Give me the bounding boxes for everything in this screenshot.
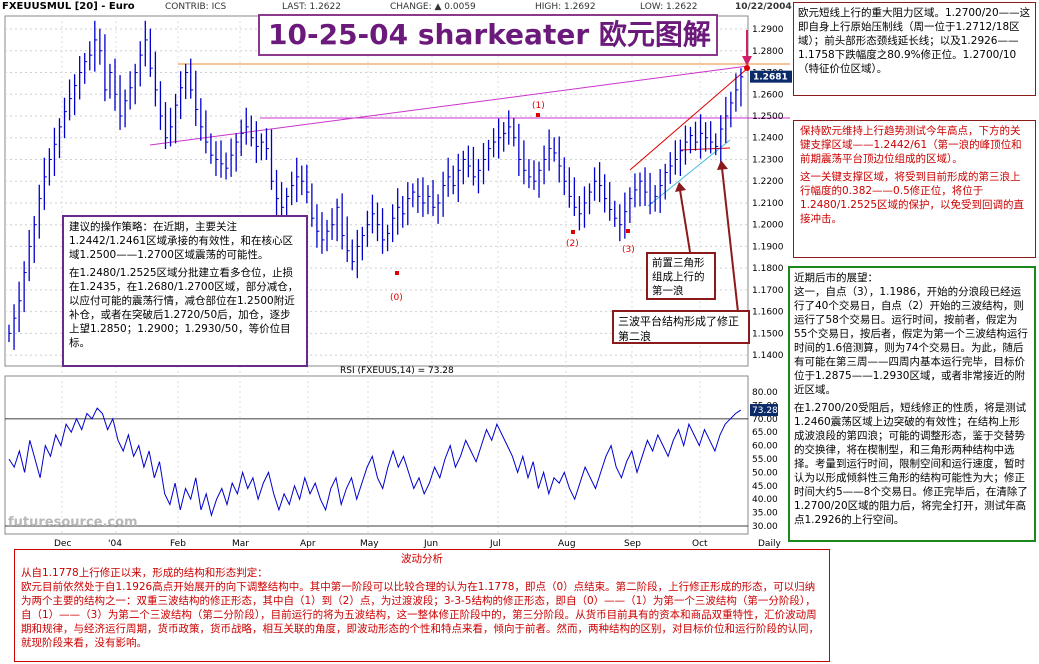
month-label: Aug (558, 539, 576, 549)
note-support-text: 保持欧元维持上行趋势测试今年高点，下方的关键支撑区域——1.2442/61（第一… (800, 125, 1022, 165)
note-triangle: 前置三角形组成上行的第一浪 (646, 252, 716, 300)
price-tick-label: 1.2300 (752, 155, 784, 165)
watermark: futuresource.com (8, 515, 138, 530)
long-resistance-line (149, 65, 749, 146)
rsi-tick-label: 65.00 (752, 428, 778, 438)
low-label: LOW: 1.2622 (640, 2, 698, 12)
month-label: Dec (54, 539, 71, 549)
price-tick-label: 1.1900 (752, 242, 784, 252)
note-support-text-2: 这一关键支撑区域，将受到目前形成的第三浪上行幅度的0.382——0.5修正位，将… (800, 171, 1025, 225)
price-tick-label: 1.2600 (752, 90, 784, 100)
month-label: Mar (232, 539, 249, 549)
wave-point-marker (571, 230, 575, 234)
upper-channel-line (629, 67, 749, 171)
note-platform: 三波平台结构形成了修正第二浪 (612, 310, 750, 344)
note-outlook-title: 近期后市的展望： (794, 272, 878, 284)
resistance-point (744, 65, 750, 71)
note-wave-text-2: 欧元目前依然处于自1.1926高点开始展开的向下调整结构中。其中第一阶段可以比较… (21, 581, 819, 649)
month-label: '04 (108, 539, 122, 549)
resistance-arrowhead (742, 56, 752, 66)
last-label: LAST: 1.2622 (282, 2, 341, 12)
month-label: Jul (489, 539, 501, 549)
last-value-badge (750, 70, 792, 83)
rsi-last-value: 73.28 (752, 406, 778, 416)
note-outlook-text-2: 在1.2700/20受阻后，短线修正的性质，将是测试1.2460震荡区域上边突破… (794, 402, 1028, 526)
price-tick-label: 1.2500 (752, 112, 784, 122)
month-label: May (360, 539, 379, 549)
title-banner: 10-25-04 sharkeater 欧元图解 (258, 14, 718, 56)
contrib-label: CONTRIB: ICS (165, 2, 227, 12)
price-tick-label: 1.1600 (752, 308, 784, 318)
triangle-arrow (679, 189, 691, 253)
month-label: Oct (692, 539, 708, 549)
note-wave-title: 波动分析 (401, 553, 443, 565)
chart-axes: 1.29001.28001.27001.26001.25001.24001.23… (54, 25, 792, 549)
symbol-label: FXEUUSMUL [20] - Euro (2, 1, 135, 12)
price-tick-label: 1.2400 (752, 134, 784, 144)
rsi-tick-label: 30.00 (752, 522, 778, 532)
rsi-tick-label: 40.00 (752, 495, 778, 505)
note-platform-text: 三波平台结构形成了修正第二浪 (618, 315, 739, 343)
price-tick-label: 1.1700 (752, 286, 784, 296)
price-tick-label: 1.2800 (752, 47, 784, 57)
month-label: Sep (624, 539, 641, 549)
rsi-tick-label: 60.00 (752, 442, 778, 452)
wave-point-marker (536, 113, 540, 117)
high-label: HIGH: 1.2692 (535, 2, 596, 12)
note-strategy-text: 建议的操作策略：在近期，主要关注1.2442/1.2461区域承接的有效性，和在… (69, 221, 294, 261)
triangle-arrowhead (675, 182, 686, 192)
month-label: Daily (758, 539, 781, 549)
rsi-tick-label: 35.00 (752, 509, 778, 519)
note-outlook: 近期后市的展望： 这一，自点（3），1.1986，开始的分浪段已经运行了40个交… (788, 266, 1036, 542)
last-value-label: 1.2681 (753, 73, 788, 83)
price-tick-label: 1.1800 (752, 264, 784, 274)
rsi-tick-label: 45.00 (752, 482, 778, 492)
month-label: Jun (423, 539, 438, 549)
note-resistance: 欧元短线上行的重大阻力区域。1.2700/20——这即自身上行原始压制线（周一位… (793, 2, 1036, 96)
rsi-tick-label: 80.00 (752, 388, 778, 398)
rsi-tick-label: 70.00 (752, 415, 778, 425)
price-tick-label: 1.2900 (752, 25, 784, 35)
wave-point-marker (395, 271, 399, 275)
price-tick-label: 1.2000 (752, 221, 784, 231)
rsi-last-badge (750, 404, 778, 417)
note-support: 保持欧元维持上行趋势测试今年高点，下方的关键支撑区域——1.2442/61（第一… (793, 120, 1036, 258)
chart-grid (4, 15, 749, 535)
price-tick-label: 1.1500 (752, 329, 784, 339)
change-label: CHANGE: ▲ 0.0059 (390, 2, 476, 12)
note-strategy-text-2: 在1.2480/1.2525区域分批建立看多仓位，止损在1.2435，在1.26… (69, 267, 299, 349)
note-outlook-text-1: 这一，自点（3），1.1986，开始的分浪段已经运行了40个交易日，自点（2）开… (794, 286, 1028, 396)
platform-arrow (721, 167, 739, 313)
rsi-frame (4, 375, 749, 535)
annotations: futuresource.com (0) (1) (2) (3) (8, 30, 752, 530)
price-bars (8, 20, 744, 350)
month-label: Feb (170, 539, 186, 549)
note-triangle-text: 前置三角形组成上行的第一浪 (652, 257, 705, 297)
platform-arrowhead (717, 160, 728, 170)
rsi-tick-label: 55.00 (752, 455, 778, 465)
rsi-tick-label: 50.00 (752, 468, 778, 478)
wave-point-marker (626, 229, 630, 233)
rsi-label: RSI (FXEUUS,14) = 73.28 (340, 366, 454, 376)
rsi-panel: RSI (FXEUUS,14) = 73.28 (5, 366, 748, 527)
wave-3-label: (3) (622, 245, 635, 255)
price-tick-label: 1.2100 (752, 199, 784, 209)
note-strategy: 建议的操作策略：在近期，主要关注1.2442/1.2461区域承接的有效性，和在… (62, 215, 308, 367)
wave-0-label: (0) (390, 293, 403, 303)
note-resistance-text: 欧元短线上行的重大阻力区域。1.2700/20——这即自身上行原始压制线（周一位… (798, 7, 1031, 75)
wave-2-label: (2) (566, 239, 579, 249)
month-label: Apr (300, 539, 316, 549)
note-wave-analysis: 波动分析 从自1.1778上行修正以来，形成的结构和形态判定： 欧元目前依然处于… (14, 549, 830, 662)
rsi-line (8, 407, 742, 518)
price-tick-label: 1.1400 (752, 351, 784, 361)
wave-1-label: (1) (532, 101, 545, 111)
price-tick-label: 1.2200 (752, 177, 784, 187)
date-label: 10/22/2004 (735, 2, 792, 12)
banner-title: 10-25-04 sharkeater 欧元图解 (268, 18, 711, 51)
note-wave-text-1: 从自1.1778上行修正以来，形成的结构和形态判定： (21, 567, 268, 579)
